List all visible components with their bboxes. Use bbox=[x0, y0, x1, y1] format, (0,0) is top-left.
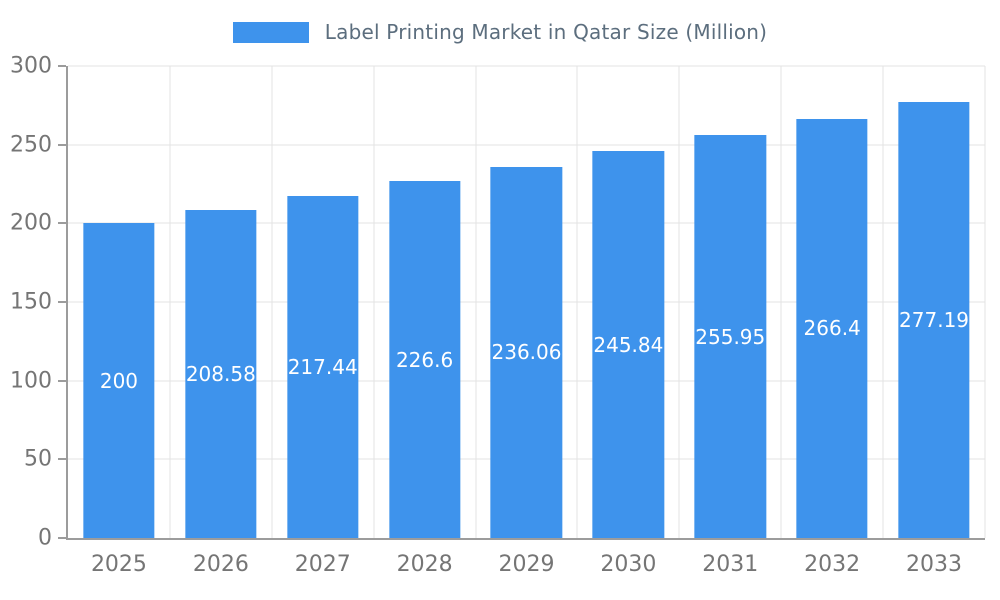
legend-swatch bbox=[232, 21, 309, 43]
bar-slot: 200 bbox=[68, 66, 170, 538]
bar: 226.6 bbox=[388, 181, 461, 538]
x-tick-label: 2028 bbox=[396, 552, 453, 577]
y-tick-label: 150 bbox=[10, 289, 52, 315]
bar-slot: 266.4 bbox=[781, 66, 883, 538]
bar: 266.4 bbox=[796, 118, 868, 538]
bar: 200 bbox=[83, 223, 155, 538]
bar-slot: 236.06 bbox=[476, 66, 578, 538]
y-tick-label: 200 bbox=[10, 210, 52, 236]
gridline-vertical bbox=[780, 66, 782, 538]
y-tick-label: 250 bbox=[10, 132, 52, 158]
bar: 277.19 bbox=[898, 101, 970, 538]
gridline-vertical bbox=[475, 66, 477, 538]
x-tick-label: 2025 bbox=[90, 552, 147, 577]
y-axis-tick bbox=[58, 222, 66, 225]
x-tick-label: 2029 bbox=[498, 552, 555, 577]
bar-value-label: 277.19 bbox=[899, 307, 970, 332]
bar-slot: 245.84 bbox=[577, 66, 679, 538]
gridline-horizontal bbox=[68, 144, 985, 146]
y-axis-tick bbox=[58, 301, 66, 303]
y-axis-tick bbox=[58, 379, 66, 382]
bar-slot: 277.19 bbox=[883, 66, 985, 538]
bar: 245.84 bbox=[592, 151, 665, 538]
x-tick-label: 2031 bbox=[702, 552, 759, 577]
bar-slot: 208.58 bbox=[170, 66, 272, 538]
bar-slot: 255.95 bbox=[679, 66, 781, 538]
bar-value-label: 208.58 bbox=[185, 361, 256, 386]
bar-value-label: 236.06 bbox=[491, 340, 562, 365]
gridline-vertical bbox=[984, 66, 986, 538]
bar: 217.44 bbox=[287, 195, 359, 538]
bar-slot: 226.6 bbox=[374, 66, 476, 538]
y-tick-label: 50 bbox=[24, 446, 52, 472]
legend: Label Printing Market in Qatar Size (Mil… bbox=[0, 14, 1000, 50]
y-axis-tick bbox=[58, 537, 66, 539]
gridline-vertical bbox=[271, 66, 273, 538]
gridline-vertical bbox=[678, 66, 680, 538]
gridline-vertical bbox=[373, 66, 375, 538]
x-tick-label: 2030 bbox=[600, 552, 657, 577]
bar-value-label: 255.95 bbox=[695, 324, 766, 349]
bar-value-label: 217.44 bbox=[287, 354, 358, 379]
bar: 255.95 bbox=[694, 135, 766, 538]
gridline-horizontal bbox=[68, 65, 985, 67]
bar-value-label: 245.84 bbox=[593, 332, 664, 357]
y-axis-tick bbox=[58, 143, 66, 146]
y-axis-tick bbox=[58, 458, 66, 461]
bar-value-label: 226.6 bbox=[395, 347, 454, 372]
y-tick-label: 100 bbox=[10, 368, 52, 394]
x-tick-label: 2026 bbox=[192, 552, 249, 577]
x-tick-label: 2033 bbox=[906, 552, 963, 577]
y-axis-tick bbox=[58, 65, 66, 67]
y-tick-label: 0 bbox=[38, 525, 52, 551]
gridline-vertical bbox=[576, 66, 578, 538]
bar-value-label: 266.4 bbox=[803, 316, 861, 341]
bar: 236.06 bbox=[490, 166, 563, 538]
gridline-vertical bbox=[169, 66, 171, 538]
bar: 208.58 bbox=[185, 209, 257, 538]
bar-value-label: 200 bbox=[99, 368, 139, 393]
x-tick-label: 2027 bbox=[294, 552, 351, 577]
x-tick-label: 2032 bbox=[804, 552, 861, 577]
gridline-vertical bbox=[882, 66, 884, 538]
bar-slot: 217.44 bbox=[272, 66, 374, 538]
y-tick-label: 300 bbox=[10, 53, 52, 79]
chart-title: Label Printing Market in Qatar Size (Mil… bbox=[324, 20, 768, 44]
plot-area: 0 50 100 150 200 250 300 200 2025 208.58 2026 217.4… bbox=[10, 54, 986, 577]
